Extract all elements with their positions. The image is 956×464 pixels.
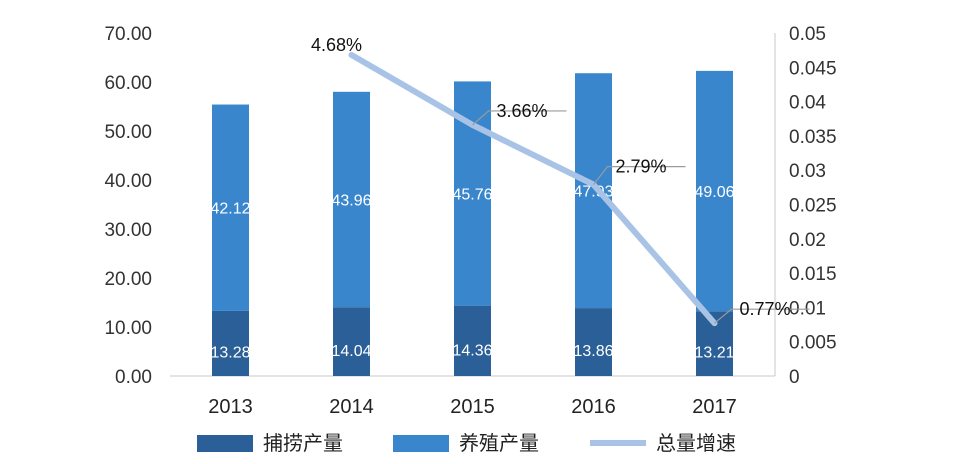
left-axis-ticks: 0.00 10.00 20.00 30.00 40.00 50.00 60.00 70.00 — [104, 24, 152, 388]
bar-data-label: 43.96 — [331, 193, 371, 210]
aquaculture-bar — [696, 70, 733, 312]
catch-bar — [575, 308, 612, 376]
bar-data-label: 13.28 — [210, 344, 250, 361]
growth-line — [348, 51, 718, 327]
bar-data-label: 13.86 — [573, 343, 613, 360]
legend-swatch — [197, 435, 253, 452]
legend-swatch — [393, 435, 449, 452]
right-tick-label: 0.005 — [789, 333, 837, 354]
aquaculture-bar — [333, 91, 370, 308]
right-tick-label: 0.015 — [789, 264, 837, 285]
bar-data-label: 13.21 — [694, 344, 734, 361]
category-label: 2014 — [329, 396, 374, 418]
catch-bar — [212, 310, 249, 376]
right-axis-ticks: 00.0050.010.0150.020.0250.030.0350.040.0… — [789, 24, 837, 388]
line-data-label: 3.66% — [497, 101, 548, 121]
right-tick-label: 0.04 — [789, 93, 826, 114]
right-tick-label: 0.03 — [789, 161, 826, 182]
left-tick-label: 50.00 — [104, 122, 152, 143]
category-label: 2017 — [692, 396, 737, 418]
label-leader-line — [593, 166, 686, 185]
legend-label: 养殖产量 — [459, 432, 539, 455]
aquaculture-bar — [212, 104, 249, 311]
legend-label: 捕捞产量 — [263, 432, 343, 455]
catch-bar — [333, 307, 370, 376]
right-tick-label: 0 — [789, 367, 800, 388]
left-tick-label: 30.00 — [104, 220, 152, 241]
bar-data-label: 14.04 — [331, 343, 371, 360]
category-labels: 2013 2014 2015 2016 2017 — [208, 396, 737, 418]
right-tick-label: 0.02 — [789, 230, 826, 251]
left-tick-label: 20.00 — [104, 269, 152, 290]
label-leader-line — [714, 308, 810, 324]
left-tick-label: 70.00 — [104, 24, 152, 45]
bars — [212, 70, 733, 376]
label-leader-line — [472, 110, 567, 126]
growth-line-group — [348, 51, 718, 327]
left-tick-label: 60.00 — [104, 73, 152, 94]
bar-data-label: 49.06 — [694, 184, 734, 201]
left-tick-label: 10.00 — [104, 318, 152, 339]
line-labels: 4.68% 3.66% 2.79% 0.77% — [311, 35, 810, 324]
line-data-label: 4.68% — [311, 35, 362, 55]
legend: 捕捞产量 养殖产量 总量增速 — [197, 432, 736, 455]
right-tick-label: 0.05 — [789, 24, 826, 45]
aquaculture-bar — [575, 73, 612, 309]
category-label: 2016 — [571, 396, 616, 418]
bar-data-label: 45.76 — [452, 187, 492, 204]
right-tick-label: 0.045 — [789, 58, 837, 79]
bar-data-label: 14.36 — [452, 342, 492, 359]
category-label: 2015 — [450, 396, 495, 418]
legend-label: 总量增速 — [656, 432, 736, 455]
category-label: 2013 — [208, 396, 253, 418]
catch-bar — [454, 305, 491, 376]
line-data-label: 2.79% — [616, 157, 667, 177]
left-tick-label: 0.00 — [115, 367, 152, 388]
line-data-label: 0.77% — [740, 299, 791, 319]
right-tick-label: 0.025 — [789, 196, 837, 217]
left-tick-label: 40.00 — [104, 171, 152, 192]
bar-data-label: 42.12 — [210, 201, 250, 218]
right-tick-label: 0.035 — [789, 127, 837, 148]
